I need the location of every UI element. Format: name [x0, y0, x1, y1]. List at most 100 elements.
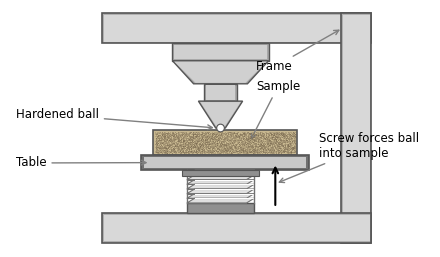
Point: [253, 148, 260, 152]
Point: [205, 149, 213, 153]
Point: [167, 149, 174, 153]
Point: [275, 138, 282, 142]
Point: [238, 147, 246, 151]
Point: [258, 135, 265, 139]
Point: [201, 141, 208, 145]
Point: [188, 139, 195, 143]
Point: [286, 146, 293, 150]
Point: [210, 145, 217, 150]
Point: [182, 150, 189, 154]
Point: [230, 143, 237, 147]
Point: [198, 151, 205, 155]
Point: [239, 131, 246, 135]
Point: [223, 148, 230, 152]
Point: [234, 147, 241, 151]
Point: [214, 133, 221, 137]
Point: [177, 132, 184, 136]
Point: [231, 150, 238, 154]
Point: [281, 143, 288, 147]
Point: [271, 144, 278, 148]
Point: [209, 145, 216, 149]
Point: [226, 144, 233, 149]
Point: [204, 148, 211, 152]
Point: [270, 131, 277, 135]
Point: [266, 148, 273, 152]
Point: [288, 146, 295, 150]
Point: [183, 145, 190, 149]
Point: [255, 149, 262, 153]
Point: [245, 131, 252, 135]
Point: [194, 140, 201, 144]
Point: [285, 132, 292, 136]
Point: [258, 142, 265, 146]
Point: [173, 132, 180, 136]
Point: [189, 136, 196, 140]
Point: [205, 142, 213, 146]
Point: [161, 135, 169, 139]
Point: [201, 151, 208, 155]
Point: [257, 131, 264, 135]
Point: [254, 150, 261, 154]
Point: [251, 139, 258, 143]
Point: [160, 146, 167, 150]
Point: [287, 147, 294, 151]
Point: [193, 149, 200, 153]
Point: [234, 149, 241, 153]
Point: [238, 150, 245, 154]
Point: [173, 141, 180, 145]
Point: [272, 149, 279, 153]
Point: [237, 140, 244, 144]
Point: [168, 142, 175, 146]
Point: [199, 147, 206, 151]
Point: [189, 131, 196, 135]
Point: [199, 130, 206, 134]
Point: [252, 142, 259, 146]
Point: [159, 137, 166, 141]
Point: [242, 140, 249, 144]
Point: [176, 151, 183, 155]
Point: [186, 130, 193, 134]
Point: [184, 145, 191, 150]
Point: [278, 133, 285, 137]
Point: [239, 135, 246, 139]
Point: [280, 139, 287, 143]
Point: [252, 138, 259, 142]
Point: [286, 143, 293, 147]
Point: [158, 143, 165, 148]
Point: [161, 133, 168, 137]
Point: [169, 148, 176, 152]
Point: [254, 148, 261, 152]
Point: [259, 145, 266, 149]
Point: [204, 144, 211, 149]
Text: Screw forces ball
into sample: Screw forces ball into sample: [279, 132, 419, 182]
Point: [288, 134, 295, 138]
Point: [257, 135, 264, 139]
Point: [271, 137, 278, 142]
Point: [225, 142, 232, 146]
Point: [287, 135, 294, 139]
Point: [165, 138, 172, 142]
Point: [277, 138, 284, 142]
Point: [248, 144, 255, 149]
Point: [286, 132, 293, 136]
Point: [226, 141, 233, 145]
Point: [240, 137, 247, 141]
Point: [267, 145, 274, 149]
Point: [158, 141, 165, 145]
Point: [182, 131, 189, 135]
Point: [202, 131, 209, 135]
Point: [206, 146, 213, 150]
Point: [154, 141, 161, 145]
Point: [202, 143, 209, 147]
Point: [158, 136, 165, 140]
Point: [202, 132, 209, 136]
Point: [264, 138, 271, 142]
Polygon shape: [187, 198, 254, 203]
Point: [169, 141, 176, 145]
Point: [184, 149, 191, 153]
Point: [204, 135, 211, 139]
Point: [219, 145, 226, 149]
Point: [191, 132, 198, 136]
Point: [197, 137, 204, 142]
Point: [217, 148, 224, 152]
